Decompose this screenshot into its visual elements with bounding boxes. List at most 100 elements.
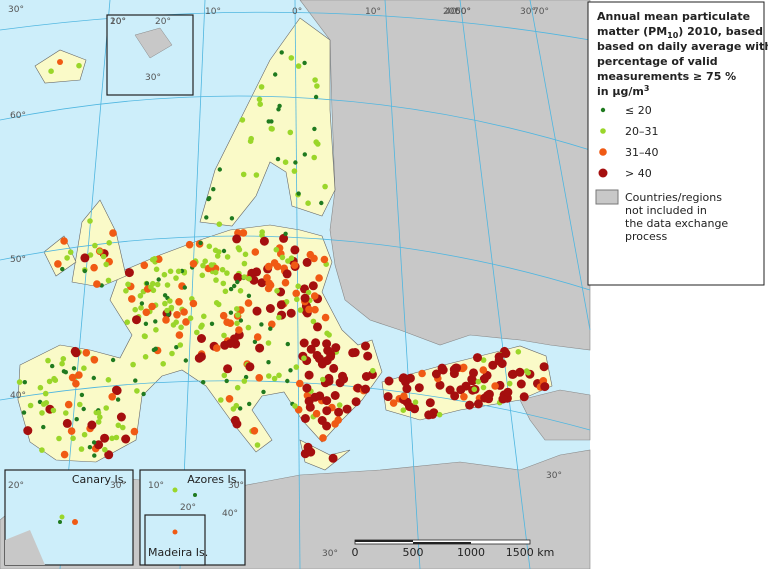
graticule-label: 30° [322,549,338,559]
station-dot [501,349,511,358]
station-dot [400,392,408,401]
station-dot [320,376,326,383]
station-dot [279,254,286,261]
station-dot [82,268,88,274]
station-dot [128,295,136,303]
station-dot [37,399,43,405]
station-dot [271,375,278,382]
legend-label: > 40 [625,167,652,180]
station-dot [202,258,208,265]
station-dot [540,382,550,392]
station-dot [138,305,144,311]
station-dot [94,440,104,450]
station-dot [241,274,248,280]
station-dot [265,340,272,346]
station-dot [95,419,102,425]
station-dot [60,266,65,272]
legend-label: ≤ 20 [625,104,652,117]
station-dot [324,330,330,337]
legend-label: 31–40 [625,146,659,159]
legend-label: 20–31 [625,125,659,138]
station-dot [313,94,319,100]
station-dot [223,364,233,374]
station-dot [259,236,269,246]
station-dot [182,318,190,326]
station-dot [148,302,156,311]
station-dot [245,362,255,372]
station-dot [105,277,112,284]
station-dot [109,229,117,237]
graticule-label: 40° [10,391,26,401]
canary-inset: Canary Is. [4,469,134,566]
station-dot [78,446,85,452]
station-dot [384,376,394,386]
station-dot [224,254,231,260]
station-dot [162,293,168,298]
station-dot [312,77,318,83]
station-dot [324,373,334,383]
station-dot [168,304,175,311]
station-dot [57,59,63,65]
station-dot [273,246,280,253]
station-dot [276,300,286,310]
station-dot [479,366,488,374]
station-dot [143,321,149,326]
unit-sup: 3 [644,84,650,93]
station-dot [257,278,267,288]
graticule-label: 20° [110,17,126,27]
station-dot [183,358,188,363]
inset-label: Madeira Is. [148,546,208,559]
station-dot [515,367,525,377]
station-dot [175,268,182,275]
station-dot [266,373,272,379]
station-dot [79,392,85,398]
station-dot [296,191,301,196]
station-dot [292,289,301,298]
station-dot [253,172,260,178]
station-dot [81,406,86,412]
station-dot [175,298,183,306]
station-dot [142,354,149,360]
graticule-label: 40° [222,509,238,519]
station-dot [103,405,109,411]
station-dot [503,387,513,397]
station-dot [70,346,80,356]
station-dot [244,299,253,307]
station-dot [400,407,407,414]
station-dot [63,410,69,416]
station-dot [279,233,289,243]
graticule-label: 50° [10,255,26,265]
graticule-label: 10° [365,7,381,17]
station-dot [234,384,241,391]
station-dot [167,268,174,275]
station-dot [235,326,243,334]
station-dot [471,386,478,393]
station-dot [480,384,487,391]
station-dot [336,402,343,408]
station-dot [236,246,243,253]
station-dot [174,345,179,350]
station-dot [255,374,263,382]
station-dot [219,266,226,273]
station-dot [198,324,204,330]
station-dot [225,395,234,403]
station-dot [103,261,109,268]
station-dot [224,378,229,384]
station-dot [60,356,67,362]
station-dot [216,221,223,227]
station-dot [306,344,316,354]
station-dot [302,383,312,393]
station-dot [164,282,171,288]
graticule-label: 0° [292,7,302,17]
station-dot [405,373,415,383]
station-dot [130,361,136,368]
station-dot [223,318,231,327]
station-dot [329,363,339,373]
station-dot [153,346,158,351]
station-dot [67,249,74,255]
station-dot [475,378,482,385]
station-dot [213,277,219,283]
station-dot [200,262,206,269]
station-dot [276,107,281,112]
legend-label: the data exchange [625,217,728,230]
